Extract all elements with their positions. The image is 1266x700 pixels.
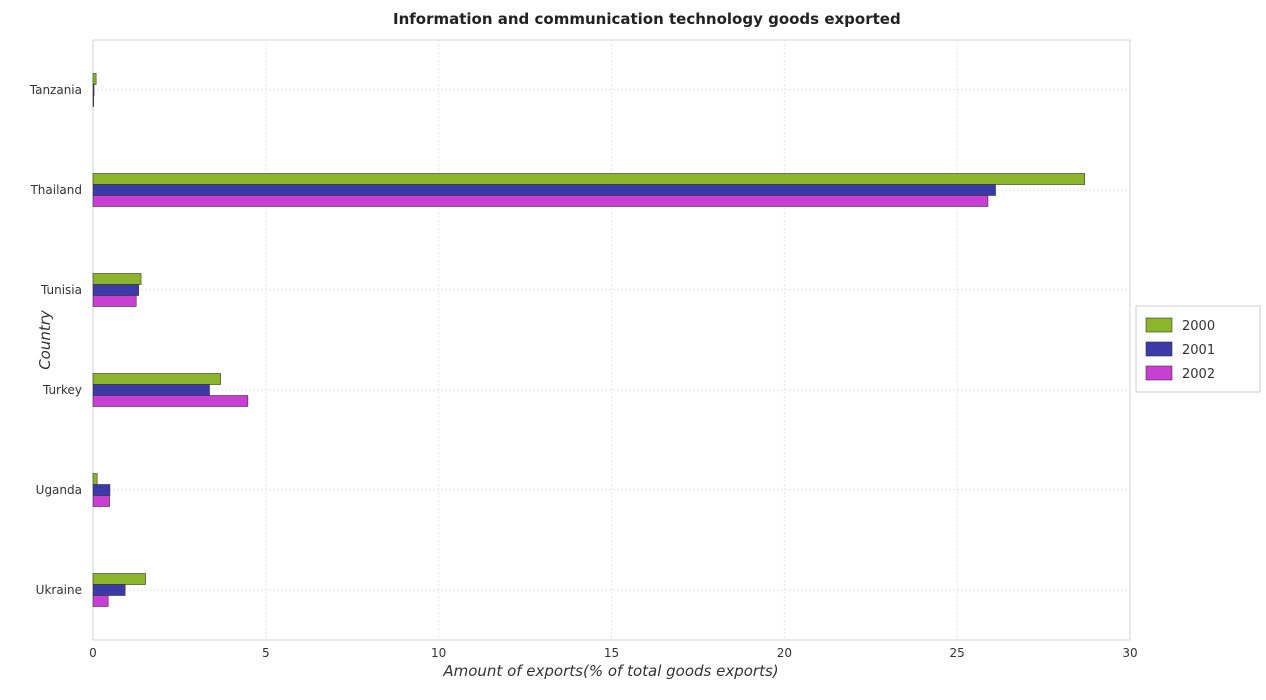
legend-label-2000: 2000	[1182, 319, 1215, 334]
bar-turkey-2000	[92, 373, 221, 385]
y-tick-labels: Tanzania Thailand Tunisia Turkey Uganda Ukrai…	[29, 83, 82, 597]
bar-ukraine-2002	[92, 595, 109, 607]
y-tick-label: Thailand	[29, 183, 82, 197]
x-tick-label: 5	[262, 646, 270, 660]
y-tick-label: Tanzania	[29, 83, 82, 97]
x-tick-label: 20	[777, 646, 792, 660]
grid-lines	[92, 40, 1131, 640]
bars-group	[92, 73, 1086, 607]
legend-label-2001: 2001	[1182, 343, 1215, 358]
x-tick-label: 15	[604, 646, 619, 660]
legend-swatch-2001	[1145, 341, 1173, 357]
bar-tunisia-2002	[92, 295, 137, 307]
bar-thailand-2000	[92, 173, 1086, 185]
x-tick-label: 10	[431, 646, 446, 660]
bar-ukraine-2001	[92, 584, 126, 596]
bar-tunisia-2000	[92, 273, 142, 285]
bar-thailand-2001	[92, 184, 996, 196]
chart-title: Information and communication technology…	[393, 10, 901, 28]
bar-thailand-2002	[92, 195, 989, 207]
bar-uganda-2002	[92, 495, 110, 507]
bar-tanzania-2001	[92, 84, 95, 96]
bar-turkey-2002	[92, 395, 249, 407]
plot-frame	[92, 39, 1131, 641]
x-tick-label: 25	[950, 646, 965, 660]
legend-swatch-2002	[1145, 365, 1173, 381]
x-tick-label: 0	[89, 646, 97, 660]
y-tick-label: Ukraine	[36, 583, 82, 597]
x-tick-label: 30	[1122, 646, 1137, 660]
legend-label-2002: 2002	[1182, 367, 1215, 382]
bar-tunisia-2001	[92, 284, 139, 296]
legend-swatch-2000	[1145, 317, 1173, 333]
x-tick-labels: 0 5 10 15 20 25 30	[89, 646, 1137, 660]
bar-tanzania-2002	[92, 95, 94, 107]
y-tick-label: Turkey	[42, 383, 82, 397]
bar-ukraine-2000	[92, 573, 146, 585]
y-axis-label: Country	[36, 309, 54, 370]
legend: 2000 2001 2002	[1135, 305, 1261, 393]
bar-tanzania-2000	[92, 73, 97, 85]
bar-uganda-2000	[92, 473, 98, 485]
y-tick-label: Tunisia	[40, 283, 82, 297]
y-tick-label: Uganda	[36, 483, 82, 497]
bar-turkey-2001	[92, 384, 210, 396]
bar-uganda-2001	[92, 484, 111, 496]
x-axis-label: Amount of exports(% of total goods expor…	[442, 662, 778, 680]
